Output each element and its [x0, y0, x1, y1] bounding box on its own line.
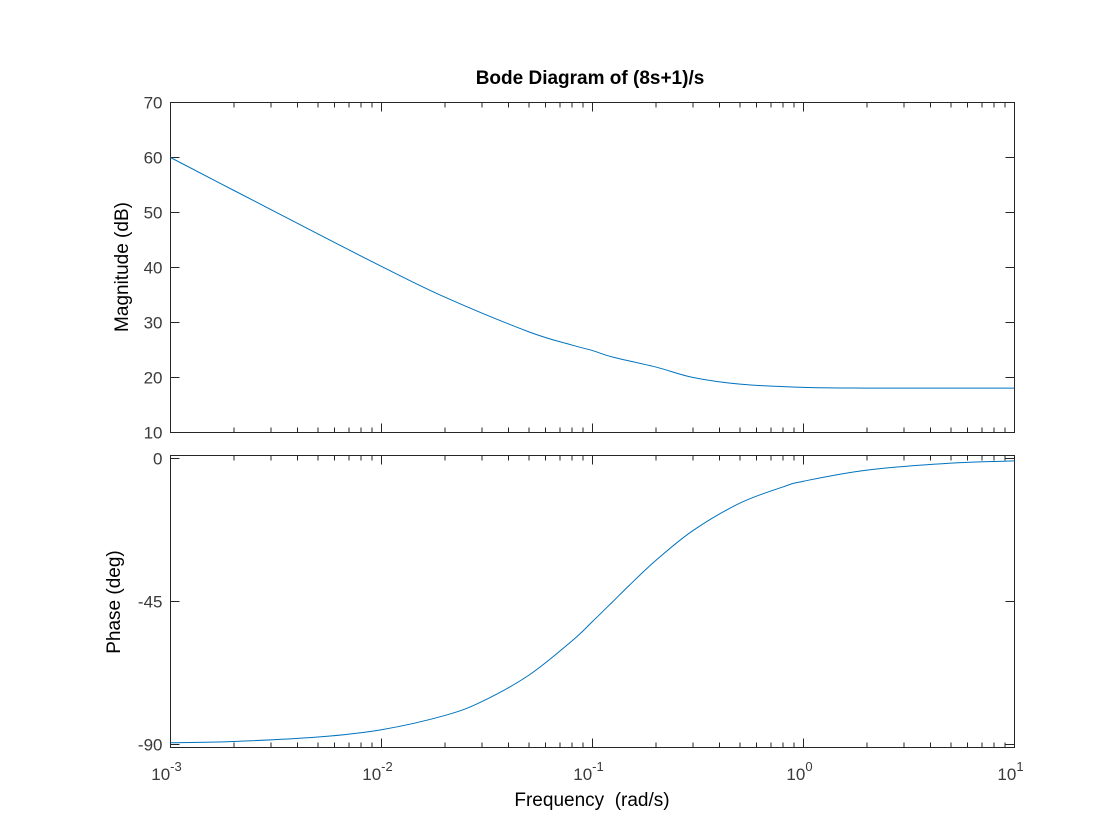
- phase-ticks: -90 -45 0 10-3 10-2 10-1 100 101: [138, 450, 1024, 784]
- magnitude-curve-group: [170, 157, 1015, 389]
- magnitude-axes-box: [170, 102, 1015, 433]
- phase-y-tick-label: -45: [138, 593, 163, 612]
- phase-y-label: Phase (deg): [104, 550, 125, 654]
- phase-y-tick-label: 0: [153, 450, 162, 469]
- x-tick-label: 101: [997, 759, 1023, 784]
- x-tick-label: 10-2: [362, 759, 392, 784]
- x-tick-label: 10-1: [573, 759, 603, 784]
- magnitude-y-tick-label: 50: [144, 204, 163, 223]
- chart-title: Bode Diagram of (8s+1)/s: [476, 68, 705, 89]
- phase-series-line: [170, 460, 1015, 744]
- magnitude-series-line: [170, 157, 1015, 389]
- phase-y-tick-label: -90: [138, 735, 163, 754]
- magnitude-y-tick-label: 10: [144, 424, 163, 443]
- magnitude-y-tick-label: 70: [144, 94, 163, 113]
- magnitude-panel: 10 20 30 40 50 60 70 Magnitude (dB): [112, 94, 1015, 443]
- magnitude-y-label: Magnitude (dB): [112, 202, 133, 332]
- phase-axes-box: [170, 455, 1015, 748]
- x-tick-label: 10-3: [151, 759, 181, 784]
- phase-panel: -90 -45 0 10-3 10-2 10-1 100 101 Phase (deg) Fr…: [104, 450, 1024, 811]
- magnitude-y-tick-label: 30: [144, 314, 163, 333]
- phase-curve-group: [170, 460, 1015, 744]
- magnitude-y-tick-label: 20: [144, 369, 163, 388]
- x-tick-label: 100: [786, 759, 812, 784]
- frequency-x-label: Frequency (rad/s): [514, 790, 669, 811]
- magnitude-ticks: 10 20 30 40 50 60 70: [144, 94, 1015, 443]
- magnitude-y-tick-label: 40: [144, 259, 163, 278]
- magnitude-y-tick-label: 60: [144, 149, 163, 168]
